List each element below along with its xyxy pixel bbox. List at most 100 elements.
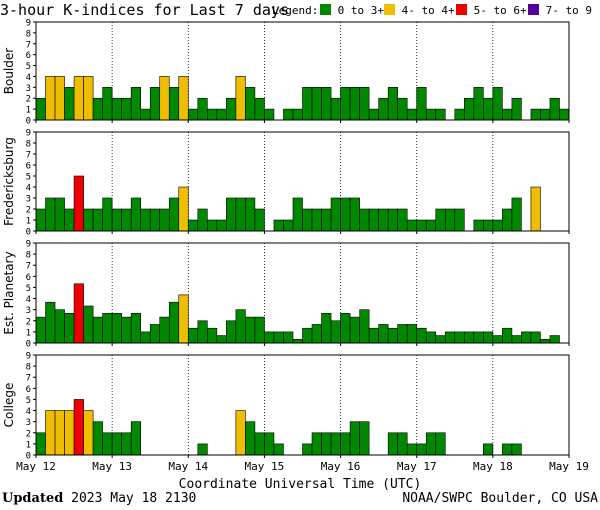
- k-index-bar: [235, 309, 246, 344]
- y-tick-label: 7: [26, 262, 31, 272]
- k-index-bar: [397, 208, 408, 232]
- k-index-bar: [292, 108, 303, 121]
- k-index-bar: [216, 219, 227, 232]
- legend-label-active: 4- to 4+: [401, 4, 455, 17]
- k-index-bar: [178, 76, 189, 121]
- k-index-bar: [245, 421, 256, 456]
- k-index-bar: [549, 335, 560, 344]
- k-index-bar: [483, 97, 494, 121]
- y-tick-label: 3: [26, 306, 31, 316]
- k-index-bar: [54, 309, 65, 344]
- k-index-bar: [425, 331, 437, 344]
- k-index-bar: [35, 432, 46, 456]
- y-tick-label: 1: [26, 217, 31, 227]
- k-index-bar: [349, 421, 360, 456]
- k-index-bar: [330, 97, 341, 121]
- k-index-bar: [121, 316, 132, 344]
- k-index-bar: [121, 97, 132, 121]
- k-index-bar: [397, 432, 408, 456]
- y-tick-label: 6: [26, 273, 31, 283]
- k-index-bar: [492, 335, 503, 344]
- k-index-bar: [502, 208, 513, 232]
- k-index-bar: [502, 108, 513, 121]
- data-source: NOAA/SWPC Boulder, CO USA: [402, 491, 598, 506]
- k-index-bar: [121, 208, 132, 232]
- legend-swatch-red: [456, 4, 467, 15]
- k-index-bar: [159, 76, 170, 121]
- k-index-bar: [330, 197, 341, 232]
- k-index-bar: [140, 331, 151, 344]
- x-tick-label: May 14: [168, 460, 208, 473]
- k-index-bar: [187, 108, 199, 121]
- k-index-bar: [387, 87, 398, 121]
- k-index-bar: [340, 197, 351, 232]
- y-tick-label: 5: [26, 173, 31, 183]
- k-index-bar: [245, 197, 256, 232]
- k-index-bar: [549, 97, 560, 121]
- k-index-bar: [511, 443, 522, 456]
- k-index-bar: [368, 108, 379, 121]
- station-label: Est. Planetary: [2, 251, 16, 334]
- k-index-bar: [235, 197, 246, 232]
- k-index-bar: [149, 87, 161, 121]
- k-index-bar: [45, 197, 56, 232]
- x-tick-label: May 12: [16, 460, 56, 473]
- k-index-bar: [378, 97, 389, 121]
- k-index-bar: [502, 327, 513, 344]
- k-index-bar: [340, 432, 351, 456]
- k-index-bar: [492, 87, 503, 121]
- legend-item-quiet: 0 to 3+: [320, 4, 384, 17]
- y-tick-label: 4: [26, 184, 31, 194]
- y-tick-label: 1: [26, 106, 31, 116]
- k-index-bar: [511, 97, 522, 121]
- k-index-bar: [64, 313, 75, 344]
- k-index-bar: [454, 208, 465, 232]
- k-index-bar: [178, 294, 189, 344]
- k-index-bar: [111, 313, 122, 344]
- k-index-bar: [340, 87, 351, 121]
- k-index-bar: [359, 208, 370, 232]
- k-index-bar: [530, 108, 541, 121]
- updated-timestamp: Updated 2023 May 18 2130: [2, 491, 196, 506]
- x-tick-label: May 16: [321, 460, 361, 473]
- k-index-bar: [92, 421, 103, 456]
- k-index-bar: [264, 108, 275, 121]
- k-index-bar: [54, 410, 65, 456]
- k-index-bar: [83, 76, 94, 121]
- k-index-bar: [149, 208, 161, 232]
- panel-frame: [35, 131, 570, 232]
- k-index-panels: 0123456789Boulder0123456789Fredericksbur…: [2, 19, 589, 474]
- k-index-bar: [73, 399, 84, 456]
- k-index-bar: [111, 97, 122, 121]
- y-tick-label: 9: [26, 352, 31, 362]
- k-index-bar: [368, 327, 379, 344]
- y-tick-label: 3: [26, 195, 31, 205]
- k-index-bar: [83, 305, 94, 344]
- k-index-bar: [226, 97, 237, 121]
- panel-frame: [35, 242, 570, 344]
- k-index-bar: [454, 331, 465, 344]
- k-index-bar: [102, 432, 113, 456]
- k-index-bar: [111, 208, 122, 232]
- k-index-bar: [464, 97, 475, 121]
- k-index-bar: [444, 331, 456, 344]
- k-index-bar: [130, 87, 141, 121]
- updated-label: Updated: [2, 491, 64, 506]
- k-index-bar: [444, 208, 456, 232]
- k-index-bar: [321, 87, 332, 121]
- k-index-bar: [416, 219, 427, 232]
- y-tick-label: 9: [26, 19, 31, 29]
- y-tick-label: 4: [26, 407, 31, 417]
- k-index-bar: [530, 331, 541, 344]
- legend-swatch-green: [320, 4, 331, 15]
- k-index-bar: [435, 335, 446, 344]
- k-index-bar: [425, 108, 437, 121]
- k-index-bar: [483, 219, 494, 232]
- y-tick-label: 0: [26, 117, 31, 127]
- y-tick-label: 8: [26, 140, 31, 150]
- k-index-bar: [207, 219, 218, 232]
- k-index-bar: [83, 410, 94, 456]
- k-index-bar: [311, 432, 322, 456]
- y-tick-label: 1: [26, 440, 31, 450]
